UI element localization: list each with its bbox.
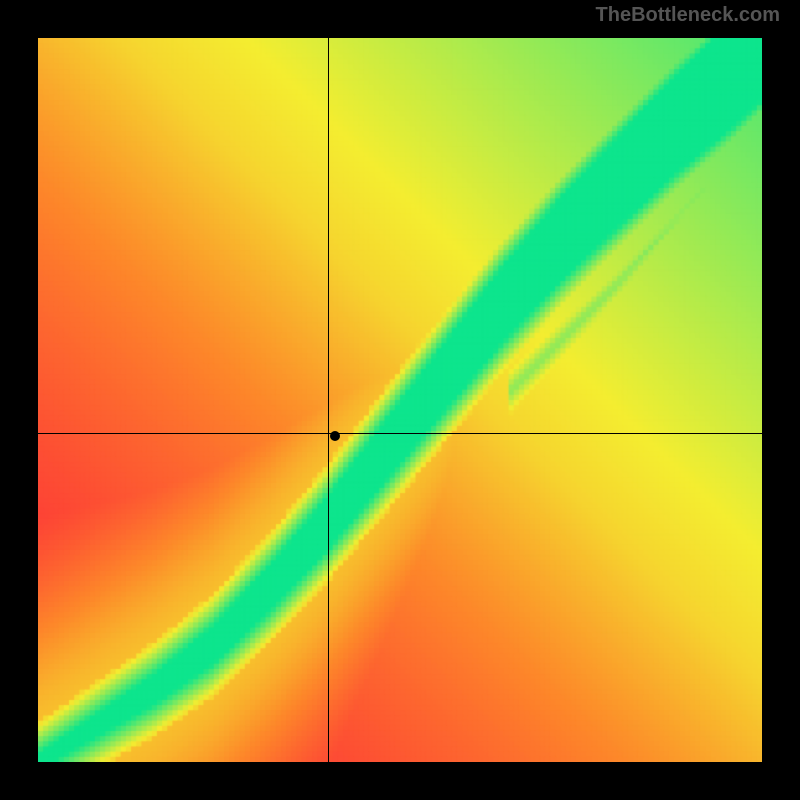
chart-container: TheBottleneck.com [0,0,800,800]
heatmap-canvas [38,38,762,762]
crosshair-horizontal [38,433,762,434]
crosshair-vertical [328,38,329,762]
watermark-text: TheBottleneck.com [596,4,780,27]
data-point-marker [330,431,340,441]
